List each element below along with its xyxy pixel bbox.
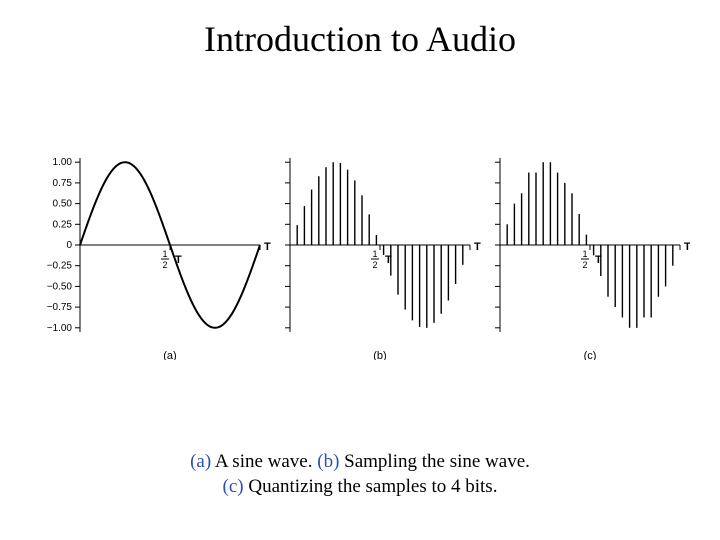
caption-c-text: Quantizing the samples to 4 bits. (244, 476, 498, 497)
audio-figure: 1.000.750.500.250−0.25−0.50−0.75−1.0012T… (30, 150, 690, 360)
svg-text:2: 2 (162, 260, 167, 270)
svg-text:(a): (a) (163, 350, 176, 360)
page-title: Introduction to Audio (0, 18, 720, 60)
caption-a-text: A sine wave. (211, 451, 317, 472)
caption-a-label: (a) (190, 451, 211, 472)
svg-text:−0.25: −0.25 (47, 261, 73, 272)
svg-text:1.00: 1.00 (53, 157, 73, 168)
svg-text:−0.50: −0.50 (47, 281, 73, 292)
svg-text:−0.75: −0.75 (47, 302, 73, 313)
svg-text:2: 2 (582, 260, 587, 270)
caption-c-label: (c) (223, 476, 244, 497)
svg-text:1: 1 (582, 249, 587, 259)
svg-text:0.75: 0.75 (53, 178, 73, 189)
caption: (a) A sine wave. (b) Sampling the sine w… (0, 449, 720, 500)
svg-text:−1.00: −1.00 (47, 323, 73, 334)
svg-text:0.25: 0.25 (53, 219, 73, 230)
svg-text:1: 1 (372, 249, 377, 259)
svg-text:1: 1 (162, 249, 167, 259)
caption-b-text: Sampling the sine wave. (339, 451, 530, 472)
svg-text:2: 2 (372, 260, 377, 270)
svg-text:T: T (684, 241, 690, 253)
svg-text:T: T (264, 241, 271, 253)
svg-text:T: T (474, 241, 481, 253)
svg-text:(c): (c) (584, 350, 597, 360)
slide: Introduction to Audio 1.00 0.75 0.50 0.25 0 −… (0, 0, 720, 540)
svg-text:0.50: 0.50 (53, 199, 73, 210)
caption-b-label: (b) (317, 451, 339, 472)
svg-text:0: 0 (66, 240, 72, 251)
svg-text:(b): (b) (373, 350, 386, 360)
